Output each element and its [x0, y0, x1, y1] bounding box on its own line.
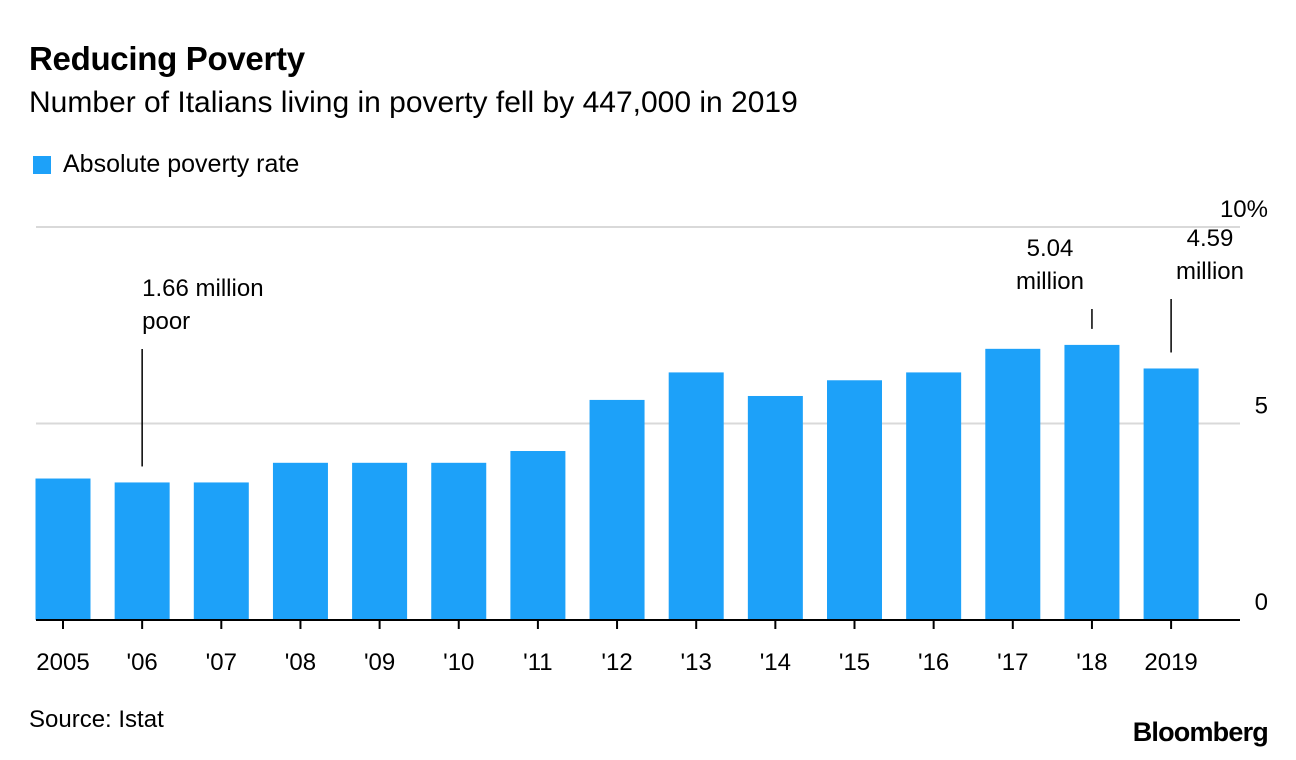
- bloomberg-logo: Bloomberg: [1132, 717, 1269, 747]
- bar: [35, 478, 91, 620]
- annotation-label: 4.59: [1187, 225, 1234, 252]
- bar: [272, 462, 328, 620]
- bar: [114, 482, 170, 620]
- x-tick-label: '06: [127, 649, 158, 676]
- annotation-label: million: [1016, 268, 1084, 295]
- y-tick-label: 5: [1255, 393, 1268, 420]
- legend-swatch: [33, 155, 51, 174]
- x-tick-label: '10: [443, 649, 474, 676]
- bar: [747, 395, 803, 620]
- x-tick-label: '12: [601, 649, 632, 676]
- x-tick-label: '11: [523, 649, 553, 676]
- bar: [352, 462, 408, 620]
- chart-subtitle: Number of Italians living in poverty fel…: [29, 86, 798, 119]
- annotation-label: 5.04: [1027, 235, 1074, 262]
- x-tick-label: '16: [918, 649, 949, 676]
- y-tick-label: 10%: [1220, 196, 1268, 223]
- bar: [193, 482, 249, 620]
- annotation-label: million: [1176, 258, 1244, 285]
- bar: [668, 372, 724, 620]
- annotation-label: poor: [142, 308, 190, 335]
- x-tick-label: 2005: [36, 649, 89, 676]
- x-tick-label: '08: [285, 649, 316, 676]
- bar: [906, 372, 962, 620]
- x-tick-label: '07: [206, 649, 237, 676]
- bar: [510, 451, 566, 620]
- y-tick-label: 0: [1255, 589, 1268, 616]
- x-tick-label: '15: [839, 649, 870, 676]
- x-tick-label: '13: [681, 649, 712, 676]
- bar: [985, 348, 1041, 620]
- bar: [1143, 368, 1199, 620]
- legend-label: Absolute poverty rate: [63, 150, 300, 178]
- annotation-label: 1.66 million: [142, 275, 263, 302]
- source-note: Source: Istat: [29, 706, 164, 733]
- x-tick-label: '18: [1076, 649, 1107, 676]
- legend: Absolute poverty rate: [33, 150, 299, 179]
- chart-title: Reducing Poverty: [29, 40, 305, 77]
- x-tick-label: '17: [997, 649, 1028, 676]
- x-tick-label: '14: [760, 649, 791, 676]
- x-tick-label: '09: [364, 649, 395, 676]
- bar: [1064, 344, 1120, 620]
- x-tick-label: 2019: [1144, 649, 1197, 676]
- bar: [431, 462, 487, 620]
- bar: [827, 380, 882, 620]
- bar: [589, 399, 645, 620]
